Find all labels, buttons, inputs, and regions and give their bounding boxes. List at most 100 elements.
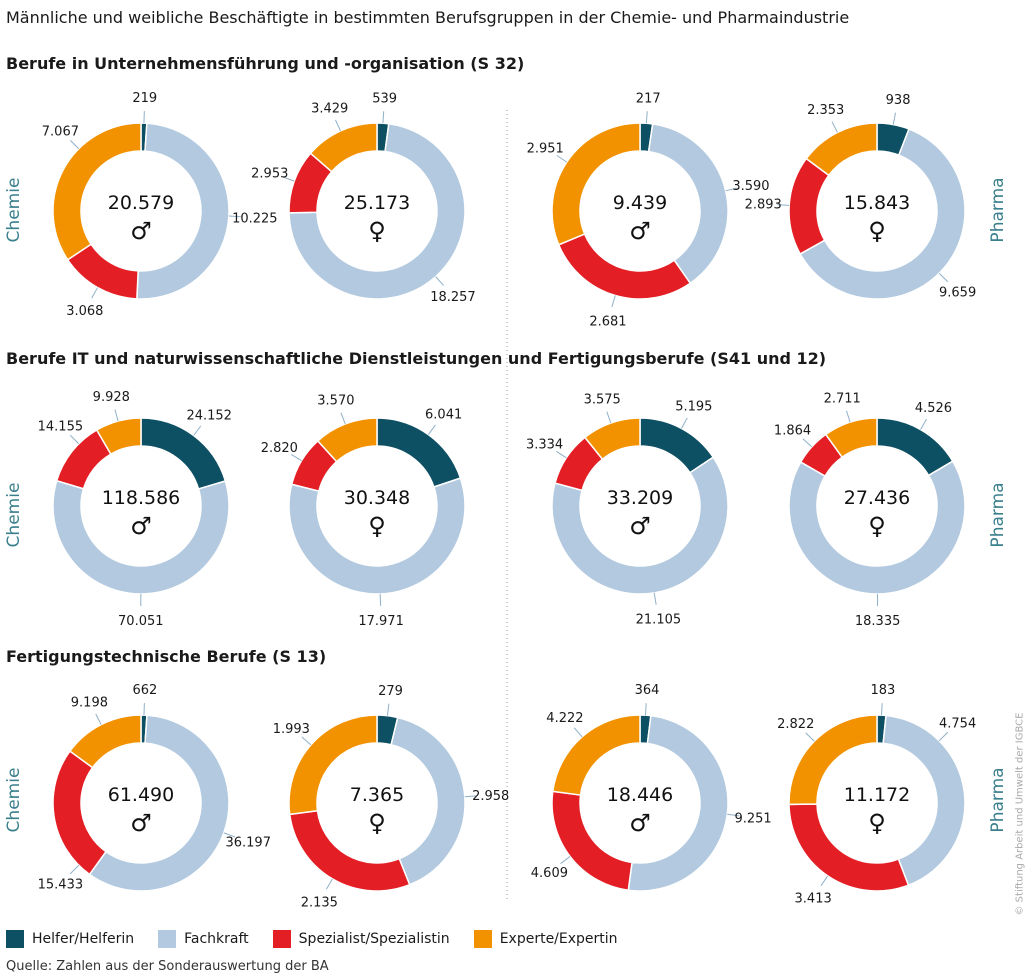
segment-value-label: 24.152 xyxy=(186,409,232,424)
leader-line xyxy=(644,703,647,716)
donut-segment xyxy=(551,456,729,595)
segment-value-label: 4.609 xyxy=(531,866,568,881)
leader-line xyxy=(428,424,436,435)
segment-value-label: 1.993 xyxy=(273,722,310,737)
segment-value-label: 36.197 xyxy=(225,836,271,851)
donut-total: 61.490 xyxy=(108,784,174,806)
segment-value-label: 17.971 xyxy=(358,614,404,629)
donut-segment xyxy=(288,477,466,595)
leader-line xyxy=(69,434,80,445)
donut-segment xyxy=(390,716,466,886)
leader-line xyxy=(727,813,740,817)
leader-line xyxy=(805,732,815,742)
donut-total: 33.209 xyxy=(607,487,673,509)
segment-value-label: 2.822 xyxy=(777,717,814,732)
leader-line xyxy=(464,795,477,798)
leader-line xyxy=(802,438,813,448)
segment-value-label: 3.068 xyxy=(66,304,103,319)
legend-item: Fachkraft xyxy=(158,930,249,948)
segment-value-label: 219 xyxy=(132,91,157,106)
segment-value-label: 3.413 xyxy=(795,891,832,906)
segment-value-label: 364 xyxy=(635,683,660,698)
segment-value-label: 9.928 xyxy=(93,390,130,405)
donut-total: 7.365 xyxy=(350,784,404,806)
leader-line xyxy=(95,713,102,725)
segment-value-label: 539 xyxy=(372,91,397,106)
segment-value-label: 2.135 xyxy=(301,895,338,910)
source-note: Quelle: Zahlen aus der Sonderauswertung … xyxy=(6,959,329,974)
donut-total: 11.172 xyxy=(844,784,910,806)
segment-value-label: 70.051 xyxy=(118,614,164,629)
leader-line xyxy=(831,121,838,133)
chart-title: Männliche und weibliche Beschäftigte in … xyxy=(6,8,850,27)
segment-value-label: 9.251 xyxy=(734,812,771,827)
donut-segment xyxy=(788,803,910,892)
segment-value-label: 2.711 xyxy=(824,391,861,406)
gender-symbol: ♂ xyxy=(130,809,152,837)
donut-segment xyxy=(876,417,954,477)
donut-segment xyxy=(824,417,878,459)
leader-line xyxy=(938,731,949,742)
leader-line xyxy=(777,204,790,206)
donut-segment xyxy=(95,417,142,456)
segment-value-label: 183 xyxy=(870,683,895,698)
leader-line xyxy=(920,418,927,430)
legend-swatch xyxy=(272,930,291,948)
segment-value-label: 1.864 xyxy=(774,423,811,438)
segment-value-label: 2.951 xyxy=(527,142,564,157)
leader-line xyxy=(228,215,241,218)
leader-line xyxy=(573,727,583,738)
segment-value-label: 4.754 xyxy=(939,716,976,731)
leader-line xyxy=(881,703,883,716)
donut-segment xyxy=(288,714,378,816)
donut-segment xyxy=(788,157,830,255)
donut-segment xyxy=(52,479,230,595)
gender-symbol: ♂ xyxy=(629,217,651,245)
gender-symbol: ♀ xyxy=(368,512,386,540)
donut-total: 20.579 xyxy=(108,192,174,214)
donut-segment xyxy=(788,460,966,595)
segment-value-label: 938 xyxy=(886,93,911,108)
legend-item: Spezialist/Spezialistin xyxy=(272,930,450,948)
leader-line xyxy=(282,176,295,182)
leader-line xyxy=(91,287,99,299)
donut-total: 9.439 xyxy=(613,192,667,214)
donut-segment xyxy=(316,417,378,463)
leader-line xyxy=(725,187,738,192)
segment-value-label: 3.429 xyxy=(311,101,348,116)
donut-segment xyxy=(788,714,878,806)
leader-line xyxy=(335,119,341,132)
segment-value-label: 3.575 xyxy=(584,392,621,407)
donut-segment xyxy=(88,714,230,892)
segment-value-label: 4.526 xyxy=(915,401,952,416)
donut-segment xyxy=(882,714,966,887)
donut-segment xyxy=(799,128,966,300)
leader-line xyxy=(69,139,80,150)
leader-line xyxy=(291,454,302,462)
leader-line xyxy=(301,736,312,746)
segment-value-label: 2.681 xyxy=(589,314,626,329)
section-title: Berufe IT und naturwissenschaftliche Die… xyxy=(6,349,827,368)
gender-symbol: ♂ xyxy=(629,512,651,540)
segment-value-label: 18.335 xyxy=(855,614,901,629)
leader-line xyxy=(556,450,567,459)
leader-line xyxy=(606,411,612,424)
donut-total: 30.348 xyxy=(344,487,410,509)
donut-segment xyxy=(627,714,729,892)
donut-total: 25.173 xyxy=(344,192,410,214)
donut-segment xyxy=(140,417,227,490)
leader-line xyxy=(938,272,949,283)
segment-value-label: 9.198 xyxy=(71,695,108,710)
legend-swatch xyxy=(6,930,24,948)
segment-value-label: 18.257 xyxy=(430,290,476,305)
segment-value-label: 9.659 xyxy=(939,286,976,301)
donut-segment xyxy=(376,417,462,488)
gender-symbol: ♂ xyxy=(629,809,651,837)
gender-symbol: ♀ xyxy=(868,217,886,245)
legend-swatch xyxy=(473,930,492,948)
segment-value-label: 2.953 xyxy=(251,166,288,181)
leader-line xyxy=(386,703,390,716)
segment-value-label: 21.105 xyxy=(636,613,682,628)
gender-symbol: ♀ xyxy=(868,809,886,837)
